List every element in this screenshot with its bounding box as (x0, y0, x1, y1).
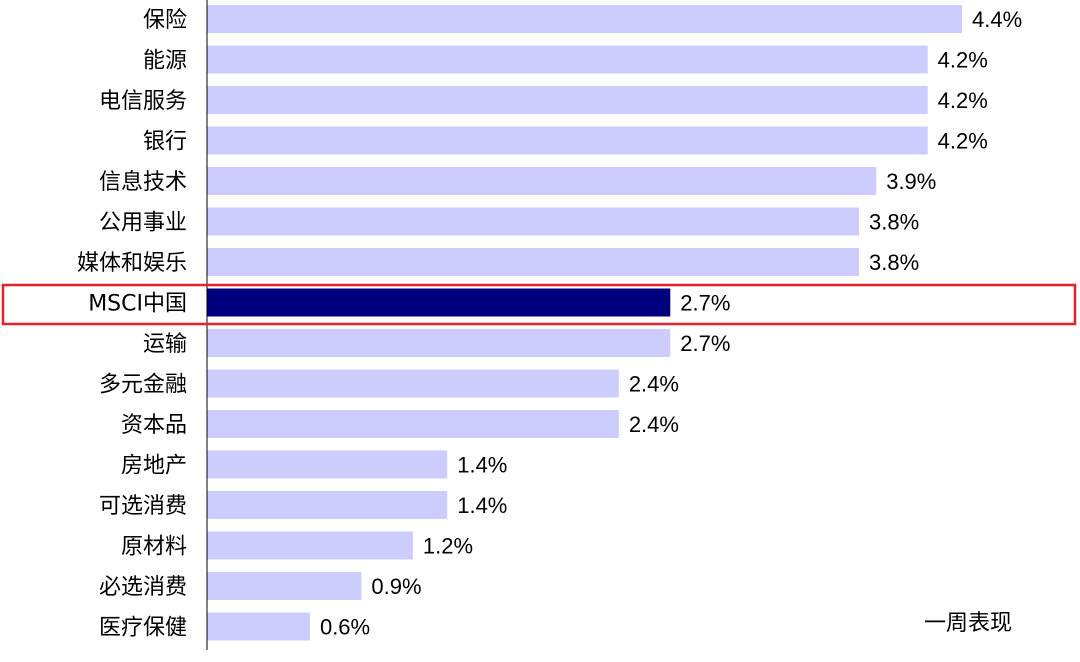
bar-2 (207, 86, 928, 114)
category-label-1: 能源 (143, 49, 187, 74)
bar-11 (207, 450, 448, 479)
category-label-7: MSCI中国 (88, 292, 187, 317)
category-label-12: 可选消费 (99, 494, 187, 519)
value-label-2: 4.2% (938, 88, 988, 113)
category-label-6: 媒体和娱乐 (77, 251, 187, 276)
category-label-13: 原材料 (121, 535, 187, 560)
bar-1 (207, 45, 928, 74)
category-label-0: 保险 (143, 8, 187, 33)
bars-layer (207, 5, 962, 641)
value-label-11: 1.4% (457, 453, 507, 478)
value-label-14: 0.9% (371, 574, 421, 599)
category-label-14: 必选消费 (99, 575, 187, 600)
bar-4 (207, 167, 877, 195)
value-label-12: 1.4% (457, 493, 507, 518)
bar-13 (207, 531, 413, 560)
value-label-9: 2.4% (629, 372, 679, 397)
category-label-4: 信息技术 (99, 170, 187, 195)
value-label-0: 4.4% (972, 7, 1022, 32)
category-label-8: 运输 (143, 332, 187, 357)
value-label-15: 0.6% (320, 615, 370, 640)
bar-14 (207, 572, 362, 600)
value-label-7: 2.7% (680, 291, 730, 316)
value-label-1: 4.2% (938, 48, 988, 73)
category-label-11: 房地产 (121, 454, 187, 479)
category-label-10: 资本品 (121, 413, 187, 438)
value-label-6: 3.8% (869, 250, 919, 275)
bar-0 (207, 5, 962, 33)
value-label-13: 1.2% (423, 534, 473, 559)
labels-layer: 保险 4.4% 能源 4.2% 电信服务 4.2% 银行 4.2% 信息技术 3.9% 公用事业 3.… (77, 7, 1022, 641)
bar-9 (207, 369, 619, 398)
value-label-3: 4.2% (938, 129, 988, 154)
value-label-5: 3.8% (869, 210, 919, 235)
bar-7 (207, 288, 671, 317)
bar-6 (207, 248, 860, 276)
bar-3 (207, 126, 928, 155)
value-label-10: 2.4% (629, 412, 679, 437)
category-label-9: 多元金融 (99, 373, 187, 398)
value-label-8: 2.7% (680, 331, 730, 356)
legend-label: 一周表现 (924, 611, 1012, 636)
category-label-3: 银行 (143, 130, 187, 155)
bar-10 (207, 410, 619, 438)
bar-8 (207, 329, 671, 357)
highlight-box (1, 283, 1077, 326)
category-label-15: 医疗保健 (99, 616, 187, 641)
bar-5 (207, 207, 860, 236)
category-label-5: 公用事业 (99, 211, 187, 236)
category-label-2: 电信服务 (99, 89, 187, 114)
bar-12 (207, 491, 448, 519)
value-label-4: 3.9% (886, 169, 936, 194)
bar-15 (207, 612, 310, 641)
